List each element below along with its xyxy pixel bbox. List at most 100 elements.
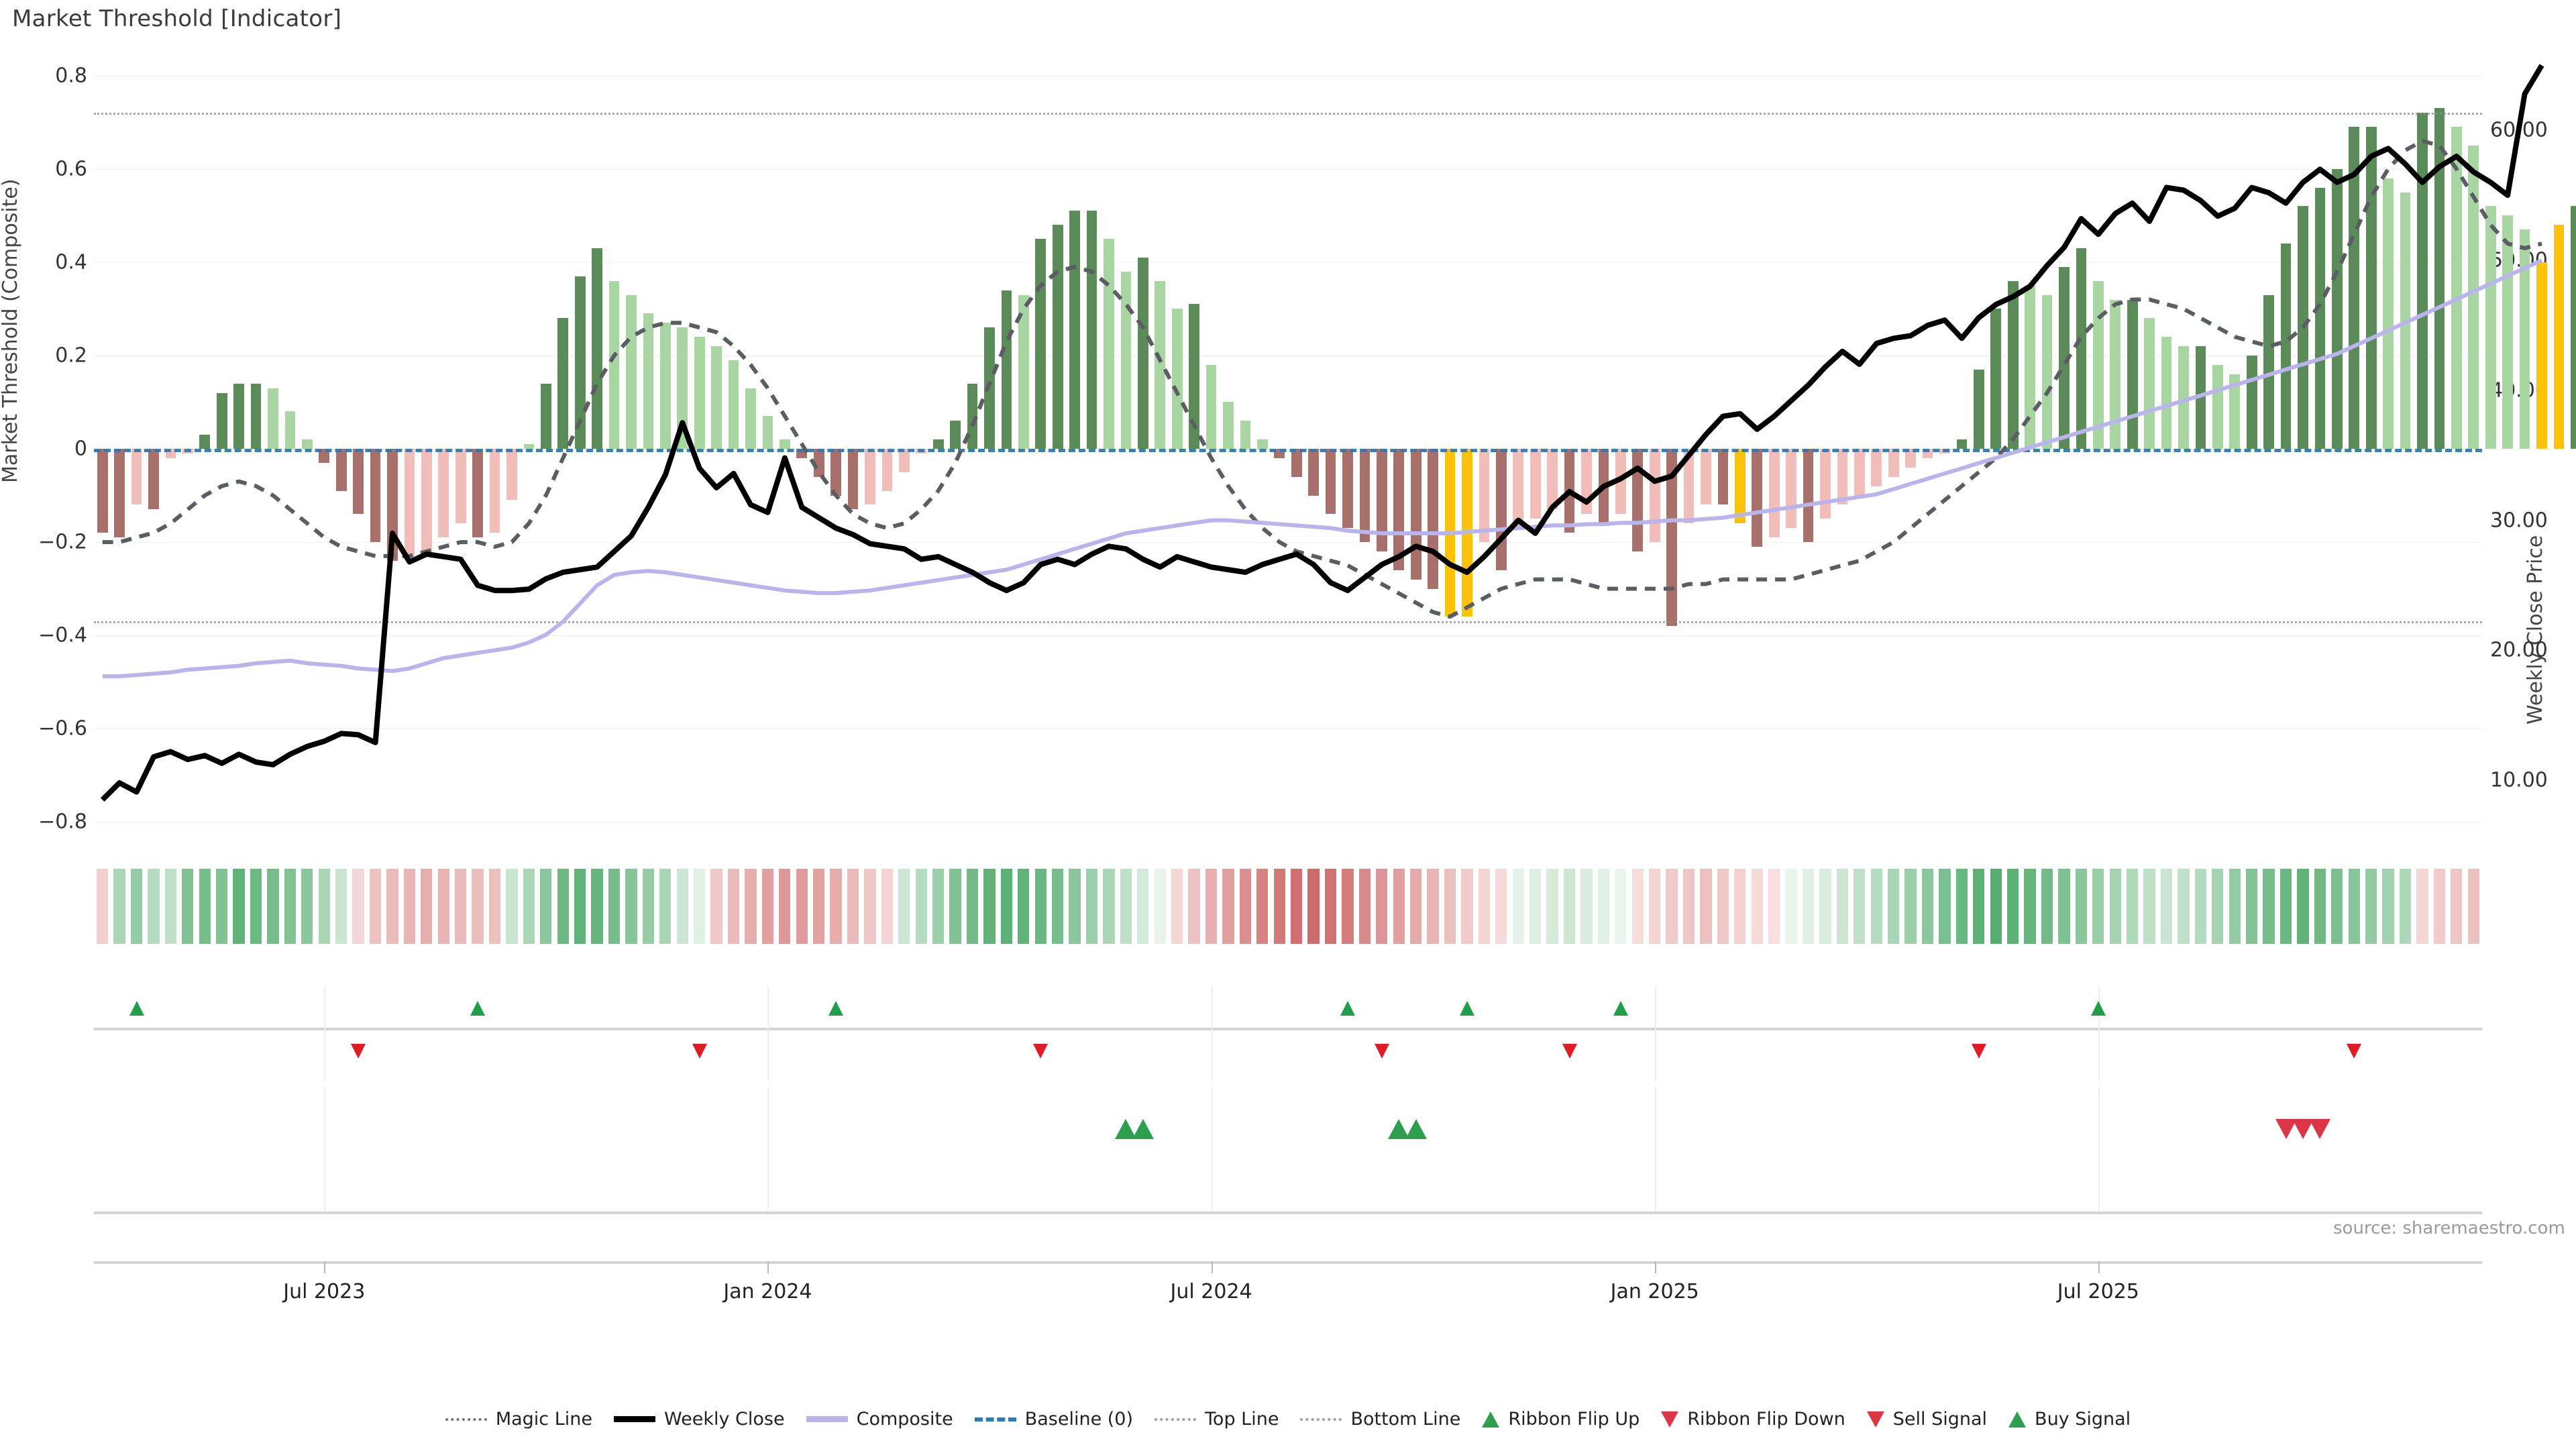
bottom-threshold-line <box>94 621 2482 624</box>
ribbon-cell <box>182 869 194 944</box>
threshold-bar <box>114 449 125 538</box>
weekly-close-line <box>100 64 2544 802</box>
pane-vertical-gridline <box>1211 986 1213 1080</box>
ribbon-cell <box>199 869 211 944</box>
legend-item-baseline-0[interactable]: Baseline (0) <box>974 1409 1133 1430</box>
threshold-bar <box>2110 299 2121 449</box>
threshold-bar <box>1308 449 1320 496</box>
threshold-bar <box>1001 290 1012 449</box>
threshold-bar <box>1155 280 1166 449</box>
threshold-bar <box>830 449 842 496</box>
buy-signal-marker <box>1132 1119 1154 1139</box>
ribbon-cell <box>676 869 688 944</box>
ribbon-cell <box>949 869 961 944</box>
ribbon-flip-down-marker <box>1971 1044 1986 1059</box>
legend-item-bottom-line[interactable]: Bottom Line <box>1300 1409 1460 1430</box>
threshold-bar <box>2434 108 2445 449</box>
legend-item-ribbon-flip-up[interactable]: Ribbon Flip Up <box>1482 1409 1640 1430</box>
threshold-bar <box>1189 304 1200 449</box>
threshold-bar <box>335 449 347 491</box>
threshold-bar <box>438 449 449 538</box>
y-tick-label-left: 0 <box>74 437 87 461</box>
ribbon-cell <box>796 869 808 944</box>
threshold-bar <box>1529 449 1541 519</box>
ribbon-cell <box>2297 869 2309 944</box>
ribbon-cell <box>1973 869 1985 944</box>
threshold-bar <box>1701 449 1711 505</box>
threshold-bar <box>1393 449 1405 570</box>
baseline-zero-line <box>94 449 2482 452</box>
threshold-bar <box>1137 257 1148 449</box>
threshold-bar <box>1649 449 1660 543</box>
ribbon-cell <box>421 869 433 944</box>
ribbon-cell <box>318 869 330 944</box>
ribbon-cell <box>557 869 569 944</box>
threshold-bar <box>472 449 484 538</box>
ribbon-cell <box>710 869 722 944</box>
threshold-bar <box>779 439 790 449</box>
ribbon-cell <box>216 869 228 944</box>
ribbon-cell <box>1888 869 1900 944</box>
threshold-bar <box>2519 229 2530 449</box>
threshold-bar <box>2570 206 2576 449</box>
pane-vertical-gridline <box>324 986 326 1080</box>
y-axis-label-right: Weekly Close Price <box>2524 535 2547 724</box>
legend-item-magic-line[interactable]: Magic Line <box>445 1409 592 1430</box>
threshold-bar <box>2025 285 2036 449</box>
ribbon-cell <box>1324 869 1337 944</box>
ribbon-cell <box>2024 869 2036 944</box>
threshold-bar <box>1171 309 1183 449</box>
threshold-bar <box>626 294 637 449</box>
ribbon-flip-up-marker <box>1340 1001 1355 1016</box>
threshold-bar <box>2178 346 2189 449</box>
threshold-bar <box>97 449 108 533</box>
threshold-bar <box>898 449 910 472</box>
legend-item-buy-signal[interactable]: Buy Signal <box>2008 1409 2131 1430</box>
legend-item-top-line[interactable]: Top Line <box>1155 1409 1279 1430</box>
ribbon-flip-down-marker <box>692 1044 707 1059</box>
ribbon-flip-up-marker <box>2090 1001 2106 1016</box>
ribbon-cell <box>1580 869 1593 944</box>
ribbon-cell <box>1682 869 1695 944</box>
threshold-bar <box>574 276 586 449</box>
threshold-bar <box>1104 239 1114 449</box>
ribbon-cell <box>2279 869 2292 944</box>
ribbon-cell <box>1120 869 1132 944</box>
y-tick-label-left: 0.4 <box>55 250 87 274</box>
ribbon-cell <box>1615 869 1627 944</box>
threshold-bar <box>2076 248 2087 449</box>
threshold-bar <box>694 337 705 449</box>
triangle-down-icon <box>1866 1411 1884 1428</box>
legend-item-weekly-close[interactable]: Weekly Close <box>614 1409 785 1430</box>
x-tick <box>767 1261 769 1273</box>
threshold-bar <box>1905 449 1917 468</box>
ribbon-cell <box>591 869 603 944</box>
legend-item-sell-signal[interactable]: Sell Signal <box>1866 1409 1987 1430</box>
ribbon-flip-down-marker <box>1562 1044 1577 1059</box>
y-tick-label-left: −0.8 <box>38 810 87 834</box>
ribbon-flip-pane <box>94 986 2482 1080</box>
sell-signal-marker <box>2309 1119 2331 1139</box>
threshold-bar <box>2280 244 2292 449</box>
ribbon-cell <box>1256 869 1269 944</box>
ribbon-cell <box>2467 869 2479 944</box>
ribbon-cell <box>1461 869 1473 944</box>
ribbon-cell <box>745 869 757 944</box>
ribbon-cell <box>2229 869 2241 944</box>
ribbon-cell <box>2416 869 2428 944</box>
threshold-bar <box>813 449 824 477</box>
legend-item-composite[interactable]: Composite <box>806 1409 953 1430</box>
ribbon-cell <box>1171 869 1183 944</box>
legend-item-ribbon-flip-down[interactable]: Ribbon Flip Down <box>1661 1409 1845 1430</box>
ribbon-cell <box>386 869 398 944</box>
ribbon-cell <box>830 869 842 944</box>
magic-line <box>102 139 2542 619</box>
ribbon-cell <box>2075 869 2088 944</box>
threshold-bar <box>2161 337 2172 449</box>
y-tick-label-left: 0.8 <box>55 64 87 88</box>
ribbon-cell <box>148 869 160 944</box>
y-tick-label-right: 30.00 <box>2490 508 2548 533</box>
threshold-bar <box>2144 318 2155 449</box>
ribbon-cell <box>1069 869 1081 944</box>
threshold-bar <box>1205 364 1217 449</box>
